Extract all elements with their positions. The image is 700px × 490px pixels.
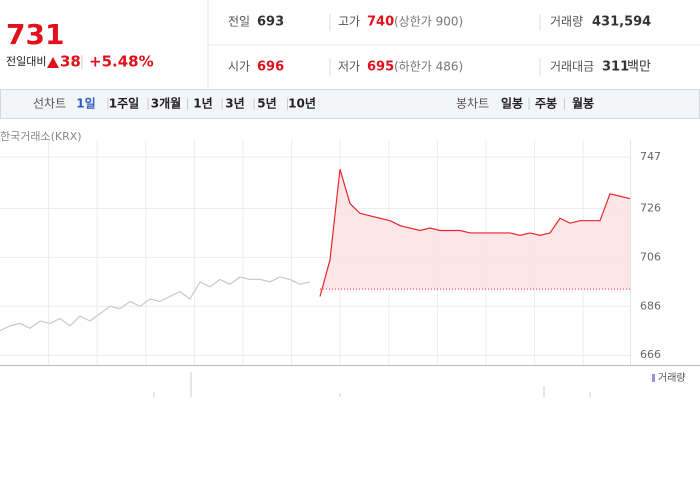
volume-ticks bbox=[153, 372, 591, 397]
period-button[interactable]: 10년 bbox=[288, 97, 316, 111]
y-tick-label: 706 bbox=[640, 250, 661, 263]
unit: 백만 bbox=[627, 60, 651, 75]
line-chart-label: 선차트 bbox=[33, 97, 66, 111]
label: 거래량 bbox=[550, 15, 583, 29]
period-button[interactable]: 5년 bbox=[257, 97, 276, 111]
period-button[interactable]: 1일 bbox=[76, 97, 95, 111]
up-icon bbox=[47, 57, 59, 68]
y-tick-label: 726 bbox=[640, 201, 661, 214]
period-button[interactable]: 일봉 bbox=[501, 97, 523, 111]
label: 전일 bbox=[228, 15, 250, 29]
note: (상한가 900) bbox=[394, 15, 463, 29]
y-tick-label: 747 bbox=[640, 150, 661, 163]
period-button[interactable]: 주봉 bbox=[535, 97, 557, 111]
value: 311 bbox=[602, 60, 629, 75]
label: 고가 bbox=[338, 15, 360, 29]
price-line bbox=[0, 276, 311, 332]
change-label: 전일대비 bbox=[6, 54, 46, 68]
toolbar bbox=[0, 89, 700, 119]
legend: 거래량 bbox=[658, 372, 686, 384]
price-line bbox=[319, 169, 631, 297]
source: 한국거래소(KRX) bbox=[0, 130, 82, 143]
legend-swatch bbox=[652, 374, 655, 382]
value: 693 bbox=[257, 15, 284, 30]
period-button[interactable]: 1주일 bbox=[109, 97, 139, 111]
period-button[interactable]: 1년 bbox=[193, 97, 212, 111]
value: 431,594 bbox=[592, 15, 651, 30]
period-button[interactable]: 3개월 bbox=[151, 96, 181, 111]
price: 731 bbox=[6, 18, 64, 51]
y-tick-label: 666 bbox=[640, 348, 661, 361]
value: 740 bbox=[367, 15, 394, 30]
label: 저가 bbox=[338, 60, 360, 74]
change-rate: +5.48% bbox=[89, 53, 154, 71]
label: 시가 bbox=[228, 60, 250, 74]
y-tick-label: 686 bbox=[640, 299, 661, 312]
change: 38 bbox=[60, 53, 81, 71]
period-button[interactable]: 3년 bbox=[225, 97, 244, 111]
period-button[interactable]: 월봉 bbox=[572, 96, 594, 111]
label: 거래대금 bbox=[550, 60, 594, 74]
candle-chart-label: 봉차트 bbox=[456, 97, 489, 111]
value: 696 bbox=[257, 60, 284, 75]
value: 695 bbox=[367, 60, 394, 75]
note: (하한가 486) bbox=[394, 60, 463, 74]
